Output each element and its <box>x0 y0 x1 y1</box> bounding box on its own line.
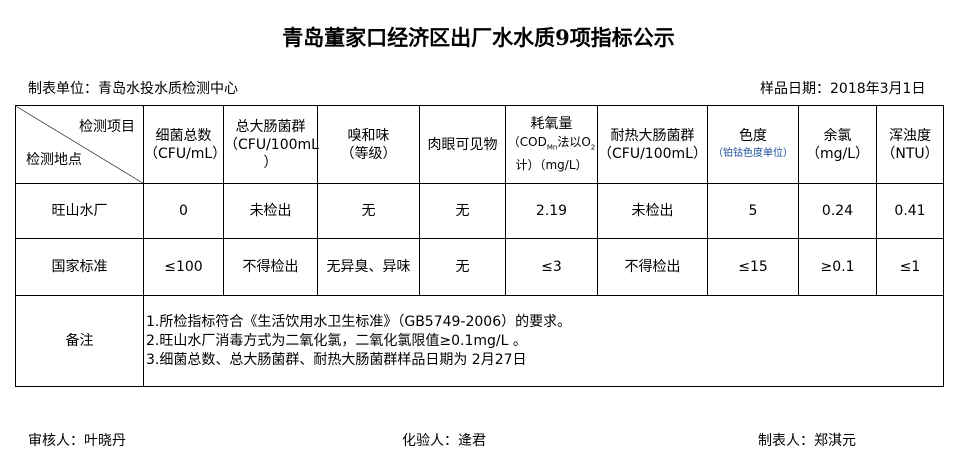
item-label: 检测项目 <box>79 119 135 135</box>
row-site: 旺山水厂 <box>15 183 144 239</box>
header-turbidity: 浑浊度 （NTU） <box>876 105 944 184</box>
sample-date: 样品日期：2018年3月1日 <box>760 81 926 97</box>
cell: 无 <box>419 238 506 296</box>
header-color: 色度 （铂钴色度单位） <box>707 105 799 184</box>
remark-row: 备注 1.所检指标符合《生活饮用水卫生标准》（GB5749-2006）的要求。 2… <box>15 295 944 387</box>
cell: ≤3 <box>505 238 598 296</box>
cell: 2.19 <box>505 183 598 239</box>
cell: ≤15 <box>707 238 799 296</box>
header-cod: 耗氧量 （CODMn法以O2 计）（mg/L） <box>505 105 598 184</box>
cell: 0.24 <box>798 183 877 239</box>
cell: 无 <box>317 183 420 239</box>
remark-label: 备注 <box>15 295 144 387</box>
cell: 未检出 <box>223 183 318 239</box>
header-coliform: 总大肠菌群 （CFU/100mL） <box>223 105 319 184</box>
cell: 无异臭、异味 <box>317 238 420 296</box>
header-visible: 肉眼可见物 <box>419 105 506 184</box>
cell: ≤100 <box>143 238 224 296</box>
tester: 化验人：逄君 <box>402 433 486 449</box>
cell: 不得检出 <box>597 238 708 296</box>
site-label: 检测地点 <box>26 152 82 168</box>
row-site: 国家标准 <box>15 238 144 296</box>
header-bacteria: 细菌总数 （CFU/mL） <box>143 105 226 184</box>
table-maker: 制表人：郑淇元 <box>758 433 856 449</box>
cell: ≥0.1 <box>798 238 877 296</box>
cell: 不得检出 <box>223 238 318 296</box>
table-row: 旺山水厂 0 未检出无无 2.19 未检出 5 0.24 0.41 <box>15 183 944 239</box>
unit-label: 制表单位：青岛水投水质检测中心 <box>28 81 238 97</box>
header-thermo-coliform: 耐热大肠菌群 （CFU/100mL） <box>597 105 708 184</box>
remark-text: 1.所检指标符合《生活饮用水卫生标准》（GB5749-2006）的要求。 2.旺山… <box>143 295 944 387</box>
cell: 0.41 <box>876 183 944 239</box>
water-quality-table: 检测项目检测地点 细菌总数 （CFU/mL） 总大肠菌群 （CFU/100mL） 嗅… <box>15 105 944 387</box>
cell: 无 <box>419 183 506 239</box>
header-row: 检测项目检测地点 细菌总数 （CFU/mL） 总大肠菌群 （CFU/100mL） 嗅… <box>15 105 944 184</box>
diagonal-header-cell: 检测项目检测地点 <box>15 105 144 184</box>
header-odor: 嗅和味 （等级） <box>317 105 420 184</box>
cell: ≤1 <box>876 238 944 296</box>
cell: 未检出 <box>597 183 708 239</box>
cell: 5 <box>707 183 799 239</box>
header-chlorine: 余氯 （mg/L） <box>798 105 877 184</box>
table-row: 国家标准 ≤100 不得检出 无异臭、异味无 ≤3 不得检出 ≤15 ≥0.1 ≤1 <box>15 238 944 296</box>
reviewer: 审核人：叶晓丹 <box>28 433 126 449</box>
cell: 0 <box>143 183 224 239</box>
page-title: 青岛董家口经济区出厂水水质9项指标公示 <box>282 25 675 50</box>
